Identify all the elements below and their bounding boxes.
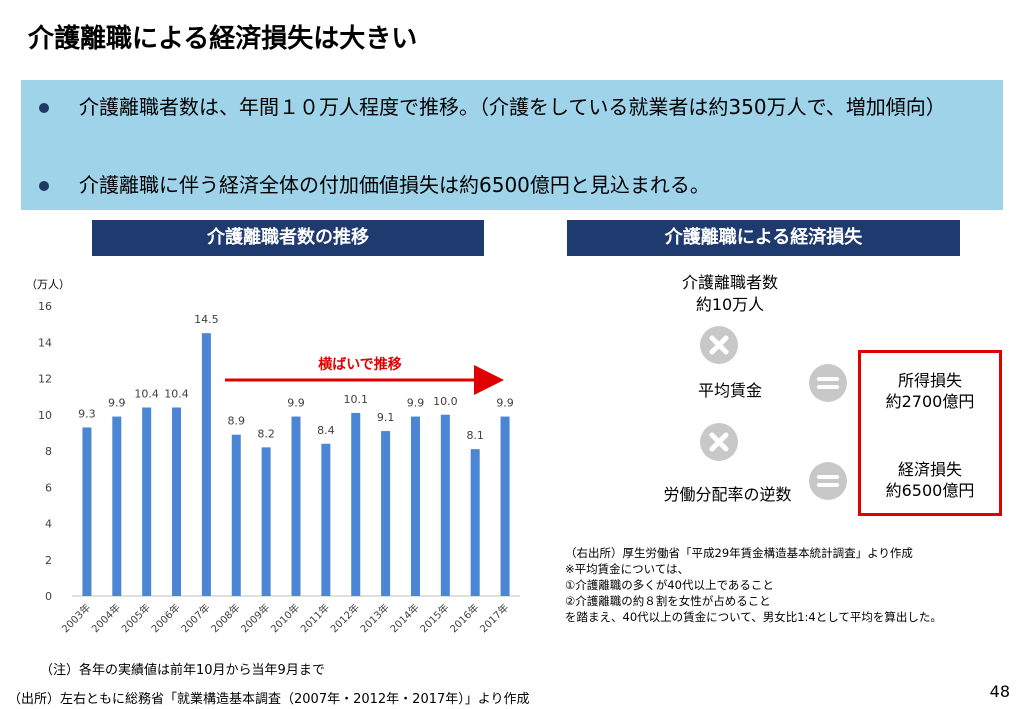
multiply-icon bbox=[700, 423, 738, 461]
y-tick-label: 10 bbox=[38, 409, 52, 422]
economic-loss-label: 経済損失 bbox=[897, 460, 962, 479]
factor-1: 介護離職者数 約10万人 bbox=[660, 272, 800, 316]
bar-value-label: 9.9 bbox=[287, 397, 305, 410]
x-tick-label: 2006年 bbox=[148, 601, 182, 635]
multiply-icon bbox=[700, 326, 738, 364]
bar-value-label: 9.1 bbox=[377, 411, 395, 424]
x-tick-label: 2017年 bbox=[477, 601, 511, 635]
bar bbox=[321, 443, 331, 596]
x-tick-label: 2007年 bbox=[178, 601, 212, 635]
note-line: ※平均賃金については、 bbox=[565, 562, 690, 576]
bar bbox=[231, 434, 241, 596]
income-loss: 所得損失 約2700億円 bbox=[861, 370, 999, 412]
income-loss-value: 約2700億円 bbox=[885, 392, 975, 411]
economic-loss-value: 約6500億円 bbox=[885, 481, 975, 500]
x-tick-label: 2010年 bbox=[268, 601, 302, 635]
bar-value-label: 9.9 bbox=[496, 397, 513, 410]
economic-loss: 経済損失 約6500億円 bbox=[861, 459, 999, 501]
equals-icon bbox=[809, 462, 847, 500]
bar-value-label: 8.9 bbox=[228, 415, 246, 428]
y-axis-unit: （万人） bbox=[26, 278, 70, 291]
bar bbox=[351, 412, 361, 596]
x-tick-label: 2009年 bbox=[238, 601, 272, 635]
summary-box: 介護離職者数は、年間１０万人程度で推移。（介護をしている就業者は約350万人で、… bbox=[21, 80, 1003, 210]
note-line: （右出所）厚生労働省「平成29年賃金構造基本統計調査」より作成 bbox=[565, 546, 913, 560]
y-tick-label: 4 bbox=[45, 518, 52, 531]
trend-annotation: 横ばいで推移 bbox=[318, 356, 402, 373]
bar bbox=[500, 416, 510, 596]
y-tick-label: 8 bbox=[45, 445, 52, 458]
page-number: 48 bbox=[989, 682, 1010, 701]
x-tick-label: 2013年 bbox=[357, 601, 391, 635]
bar bbox=[440, 414, 450, 596]
bar-value-label: 8.1 bbox=[466, 429, 484, 442]
bar-value-label: 10.1 bbox=[343, 393, 368, 406]
left-section-header: 介護離職者数の推移 bbox=[92, 220, 484, 256]
bar bbox=[410, 416, 420, 596]
bar-value-label: 10.0 bbox=[433, 395, 458, 408]
bar-value-label: 9.9 bbox=[407, 397, 425, 410]
bar bbox=[142, 407, 152, 596]
bullet-dot-icon bbox=[39, 103, 49, 113]
bullet-dot-icon bbox=[39, 181, 49, 191]
factor-2: 平均賃金 bbox=[697, 381, 762, 400]
y-tick-label: 0 bbox=[45, 590, 52, 603]
bar bbox=[261, 447, 271, 596]
bar-value-label: 10.4 bbox=[134, 388, 159, 401]
bar bbox=[82, 427, 92, 596]
note-line: ①介護離職の多くが40代以上であること bbox=[565, 578, 774, 592]
x-tick-label: 2014年 bbox=[387, 601, 421, 635]
bar bbox=[112, 416, 122, 596]
slide-title: 介護離職による経済損失は大きい bbox=[28, 24, 418, 54]
loss-box: 所得損失 約2700億円 経済損失 約6500億円 bbox=[858, 350, 1002, 516]
x-tick-label: 2011年 bbox=[298, 601, 332, 635]
bar bbox=[201, 333, 211, 596]
bar-value-label: 14.5 bbox=[194, 313, 219, 326]
bar-value-label: 10.4 bbox=[164, 388, 189, 401]
bar bbox=[381, 431, 391, 596]
left-note: （注）各年の実績値は前年10月から当年9月まで bbox=[40, 663, 325, 678]
y-tick-label: 12 bbox=[38, 373, 52, 386]
bar-value-label: 9.9 bbox=[108, 397, 126, 410]
equals-icon bbox=[809, 364, 847, 402]
y-tick-label: 14 bbox=[38, 336, 52, 349]
factor-1-line1: 介護離職者数 bbox=[681, 273, 778, 292]
x-tick-label: 2015年 bbox=[417, 601, 451, 635]
y-tick-label: 6 bbox=[45, 481, 52, 494]
right-notes: （右出所）厚生労働省「平成29年賃金構造基本統計調査」より作成 ※平均賃金につい… bbox=[565, 545, 942, 625]
bullet-text: 介護離職に伴う経済全体の付加価値損失は約6500億円と見込まれる。 bbox=[79, 173, 710, 197]
bar bbox=[470, 449, 480, 596]
factor-1-line2: 約10万人 bbox=[695, 295, 765, 314]
bullet-text: 介護離職者数は、年間１０万人程度で推移。（介護をしている就業者は約350万人で、… bbox=[79, 95, 946, 119]
source-note: （出所）左右ともに総務省「就業構造基本調査（2007年・2012年・2017年）… bbox=[8, 692, 530, 707]
x-tick-label: 2012年 bbox=[328, 601, 362, 635]
bar-chart: （万人） 0 2 4 6 8 10 12 14 16 9.3 9.9 10.4 10.4 14.5 8.9… bbox=[26, 278, 520, 635]
y-tick-label: 2 bbox=[45, 554, 52, 567]
x-tick-label: 2016年 bbox=[447, 601, 481, 635]
x-tick-label: 2008年 bbox=[208, 601, 242, 635]
y-tick-label: 16 bbox=[38, 300, 52, 313]
income-loss-label: 所得損失 bbox=[897, 371, 962, 390]
x-tick-label: 2005年 bbox=[119, 601, 153, 635]
bar-value-label: 9.3 bbox=[78, 407, 96, 420]
factor-3: 労働分配率の逆数 bbox=[663, 485, 792, 504]
note-line: ②介護離職の約８割を女性が占めること bbox=[565, 594, 771, 608]
bar-value-label: 8.2 bbox=[257, 427, 275, 440]
right-section-header: 介護離職による経済損失 bbox=[567, 220, 960, 256]
bar bbox=[172, 407, 182, 596]
note-line: を踏まえ、40代以上の賃金について、男女比1:4として平均を算出した。 bbox=[565, 610, 942, 624]
bar bbox=[291, 416, 301, 596]
x-tick-label: 2004年 bbox=[89, 601, 123, 635]
bar-value-label: 8.4 bbox=[317, 424, 335, 437]
x-tick-label: 2003年 bbox=[59, 601, 93, 635]
